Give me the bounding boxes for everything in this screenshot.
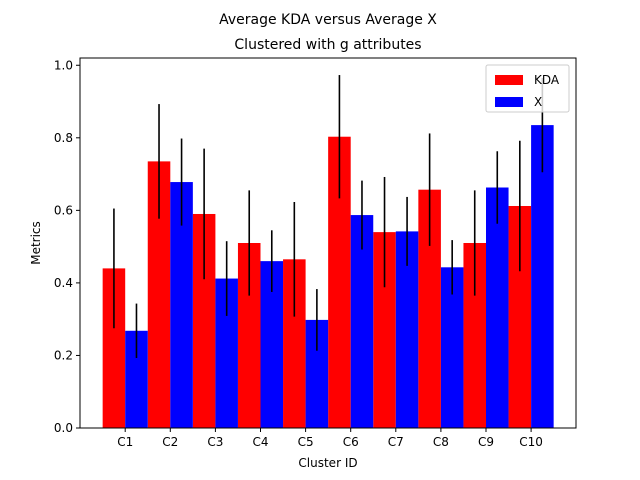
bars-group — [102, 125, 554, 428]
y-tick-label: 0.6 — [54, 203, 73, 217]
y-axis-label: Metrics — [29, 221, 43, 265]
y-axis: 0.0 0.2 0.4 0.6 0.8 1.0 — [54, 58, 80, 435]
bar-kda-c2 — [147, 161, 171, 428]
x-tick-label-c9: C9 — [478, 435, 494, 449]
chart-subtitle: Clustered with g attributes — [234, 37, 421, 53]
bar-kda-c6 — [328, 136, 351, 428]
bar-kda-c1 — [102, 268, 126, 428]
legend-swatch-x — [495, 97, 523, 107]
legend-label-kda: KDA — [534, 73, 560, 87]
legend-label-x: X — [534, 95, 542, 109]
y-tick-label: 0.2 — [54, 348, 73, 362]
bar-kda-c5 — [283, 259, 306, 428]
bar-x-c10 — [531, 125, 554, 428]
bar-x-c4 — [260, 261, 284, 428]
x-tick-label-c4: C4 — [252, 435, 268, 449]
axes-frame — [79, 57, 577, 429]
x-tick-label-c2: C2 — [162, 435, 178, 449]
bar-kda-c8 — [418, 189, 441, 428]
x-axis: C1 C2 C3 C4 C5 C6 C7 C8 C9 C10 — [117, 428, 543, 449]
bar-x-c6 — [350, 215, 374, 428]
legend: KDA X — [485, 64, 570, 113]
x-tick-label-c1: C1 — [117, 435, 133, 449]
bar-x-c1 — [125, 330, 148, 428]
bar-x-c5 — [305, 319, 329, 428]
legend-swatch-kda — [495, 75, 523, 85]
x-tick-label-c7: C7 — [388, 435, 404, 449]
x-tick-label-c10: C10 — [519, 435, 543, 449]
x-tick-label-c3: C3 — [207, 435, 223, 449]
bar-kda-c9 — [463, 243, 486, 428]
x-axis-label: Cluster ID — [298, 456, 357, 470]
y-tick-label: 0.4 — [54, 276, 73, 290]
bar-kda-c3 — [192, 213, 216, 428]
bar-x-c3 — [215, 278, 238, 428]
bar-x-c2 — [170, 182, 193, 428]
x-tick-label-c5: C5 — [298, 435, 314, 449]
y-tick-label: 0.8 — [54, 131, 73, 145]
y-tick-label: 1.0 — [54, 58, 73, 72]
bar-x-c9 — [486, 187, 509, 428]
y-tick-label: 0.0 — [54, 421, 73, 435]
x-tick-label-c6: C6 — [343, 435, 359, 449]
bar-x-c7 — [395, 231, 419, 428]
bar-kda-c7 — [373, 232, 396, 428]
bar-kda-c10 — [508, 206, 532, 428]
chart-title: Average KDA versus Average X — [219, 12, 437, 28]
bar-kda-c4 — [237, 243, 261, 428]
x-tick-label-c8: C8 — [433, 435, 449, 449]
bar-x-c8 — [440, 267, 464, 428]
